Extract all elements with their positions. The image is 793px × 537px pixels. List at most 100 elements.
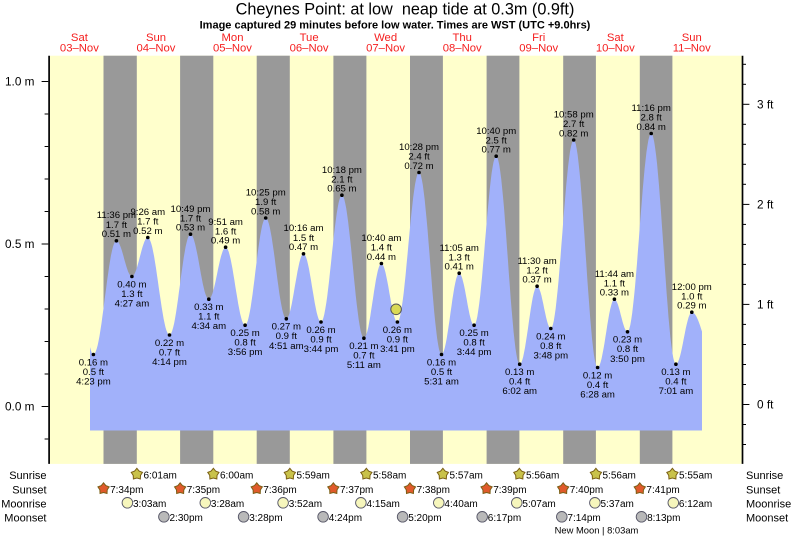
svg-text:0.8 ft: 0.8 ft <box>463 338 485 349</box>
svg-text:4:40am: 4:40am <box>444 499 477 510</box>
svg-text:0.23 m: 0.23 m <box>613 335 642 346</box>
svg-text:7:38pm: 7:38pm <box>417 485 450 496</box>
svg-text:1.9 ft: 1.9 ft <box>255 197 277 208</box>
svg-text:6:17pm: 6:17pm <box>488 513 521 524</box>
svg-text:11:44 am: 11:44 am <box>595 269 634 280</box>
svg-text:0.22 m: 0.22 m <box>155 338 184 349</box>
svg-text:4:23 pm: 4:23 pm <box>76 377 111 388</box>
svg-text:10:16 am: 10:16 am <box>283 223 323 234</box>
svg-text:0.82 m: 0.82 m <box>559 128 588 139</box>
svg-text:5:56am: 5:56am <box>526 471 559 482</box>
svg-text:0.58 m: 0.58 m <box>251 206 280 217</box>
svg-text:0.33 m: 0.33 m <box>194 302 223 313</box>
svg-text:0.47 m: 0.47 m <box>289 242 318 253</box>
svg-text:3 ft: 3 ft <box>757 98 774 112</box>
svg-text:08–Nov: 08–Nov <box>443 43 482 55</box>
svg-text:5:07am: 5:07am <box>522 499 555 510</box>
svg-text:6:28 am: 6:28 am <box>580 390 615 401</box>
svg-text:7:01 am: 7:01 am <box>659 386 694 397</box>
svg-text:Mon: Mon <box>222 32 244 44</box>
svg-text:4:24pm: 4:24pm <box>329 513 362 524</box>
svg-text:5:20pm: 5:20pm <box>408 513 441 524</box>
svg-text:4:34 am: 4:34 am <box>191 321 226 332</box>
svg-text:2.7 ft: 2.7 ft <box>563 119 585 130</box>
svg-text:1.5 ft: 1.5 ft <box>293 233 315 244</box>
svg-text:10:28 pm: 10:28 pm <box>399 142 439 153</box>
svg-text:0.25 m: 0.25 m <box>459 328 488 339</box>
svg-text:3:52am: 3:52am <box>289 499 322 510</box>
svg-text:0.12 m: 0.12 m <box>583 370 612 381</box>
svg-text:1.0 ft: 1.0 ft <box>681 291 703 302</box>
svg-text:5:59am: 5:59am <box>297 471 330 482</box>
svg-text:2.8 ft: 2.8 ft <box>641 113 663 124</box>
svg-text:0.72 m: 0.72 m <box>404 161 433 172</box>
svg-text:9:51 am: 9:51 am <box>208 217 243 228</box>
svg-text:0.77 m: 0.77 m <box>482 145 511 156</box>
svg-text:1.3 ft: 1.3 ft <box>449 252 471 263</box>
svg-text:1.1 ft: 1.1 ft <box>604 278 626 289</box>
svg-text:3:44 pm: 3:44 pm <box>457 347 492 358</box>
svg-text:11–Nov: 11–Nov <box>673 43 711 55</box>
svg-text:10:58 pm: 10:58 pm <box>554 110 594 121</box>
svg-text:0.16 m: 0.16 m <box>79 357 108 368</box>
svg-text:Sat: Sat <box>607 32 625 44</box>
svg-text:0.65 m: 0.65 m <box>327 184 356 195</box>
svg-text:0.13 m: 0.13 m <box>505 367 534 378</box>
svg-text:3:56 pm: 3:56 pm <box>228 347 263 358</box>
svg-text:4:14 pm: 4:14 pm <box>152 357 187 368</box>
svg-text:5:11 am: 5:11 am <box>347 360 381 371</box>
svg-text:5:58am: 5:58am <box>373 471 406 482</box>
svg-text:Wed: Wed <box>374 32 397 44</box>
svg-text:0.26 m: 0.26 m <box>383 325 412 336</box>
svg-text:0 ft: 0 ft <box>757 398 774 412</box>
svg-text:1.7 ft: 1.7 ft <box>180 213 202 224</box>
svg-text:0.49 m: 0.49 m <box>211 236 240 247</box>
svg-text:1.7 ft: 1.7 ft <box>106 220 128 231</box>
svg-text:3:44 pm: 3:44 pm <box>304 344 339 355</box>
svg-text:06–Nov: 06–Nov <box>290 43 329 55</box>
svg-text:0.26 m: 0.26 m <box>306 325 335 336</box>
svg-text:Sunrise: Sunrise <box>746 470 783 482</box>
svg-text:7:34pm: 7:34pm <box>110 485 143 496</box>
svg-text:Sunset: Sunset <box>746 484 780 496</box>
svg-text:Image captured 29 minutes befo: Image captured 29 minutes before low wat… <box>200 20 591 32</box>
svg-text:0.8 ft: 0.8 ft <box>540 341 562 352</box>
svg-text:6:02 am: 6:02 am <box>502 386 537 397</box>
svg-text:0.53 m: 0.53 m <box>176 223 205 234</box>
svg-text:0.7 ft: 0.7 ft <box>353 351 375 362</box>
svg-text:Fri: Fri <box>532 32 545 44</box>
svg-text:0.9 ft: 0.9 ft <box>387 334 409 345</box>
svg-text:Sun: Sun <box>146 32 166 44</box>
svg-text:3:48 pm: 3:48 pm <box>533 351 568 362</box>
svg-text:11:16 pm: 11:16 pm <box>632 103 671 114</box>
svg-text:7:14pm: 7:14pm <box>567 513 600 524</box>
svg-text:5:37am: 5:37am <box>601 499 634 510</box>
svg-text:1.0 m: 1.0 m <box>5 75 35 89</box>
svg-text:5:55am: 5:55am <box>679 471 712 482</box>
svg-text:1.7 ft: 1.7 ft <box>137 217 159 228</box>
svg-text:5:57am: 5:57am <box>450 471 483 482</box>
svg-text:09–Nov: 09–Nov <box>519 43 558 55</box>
svg-text:0.13 m: 0.13 m <box>661 367 690 378</box>
svg-text:10–Nov: 10–Nov <box>596 43 635 55</box>
svg-text:0.44 m: 0.44 m <box>367 252 396 263</box>
svg-text:5:31 am: 5:31 am <box>424 377 459 388</box>
svg-text:7:41pm: 7:41pm <box>646 485 679 496</box>
svg-text:4:27 am: 4:27 am <box>115 299 150 310</box>
svg-text:0.52 m: 0.52 m <box>133 226 162 237</box>
svg-text:05–Nov: 05–Nov <box>213 43 252 55</box>
svg-text:3:41 pm: 3:41 pm <box>380 344 415 355</box>
svg-text:7:37pm: 7:37pm <box>340 485 373 496</box>
svg-text:03–Nov: 03–Nov <box>60 43 99 55</box>
svg-text:1.6 ft: 1.6 ft <box>215 226 237 237</box>
svg-text:10:18 pm: 10:18 pm <box>322 165 362 176</box>
svg-text:Moonrise: Moonrise <box>1 498 46 510</box>
svg-text:1 ft: 1 ft <box>757 298 774 312</box>
svg-text:0.27 m: 0.27 m <box>272 322 301 333</box>
svg-text:2.4 ft: 2.4 ft <box>408 152 430 163</box>
svg-text:4:51 am: 4:51 am <box>269 341 304 352</box>
svg-text:0.41 m: 0.41 m <box>445 262 474 273</box>
svg-text:10:40 pm: 10:40 pm <box>476 126 516 137</box>
svg-text:0.4 ft: 0.4 ft <box>509 377 531 388</box>
svg-text:Moonset: Moonset <box>746 512 788 524</box>
